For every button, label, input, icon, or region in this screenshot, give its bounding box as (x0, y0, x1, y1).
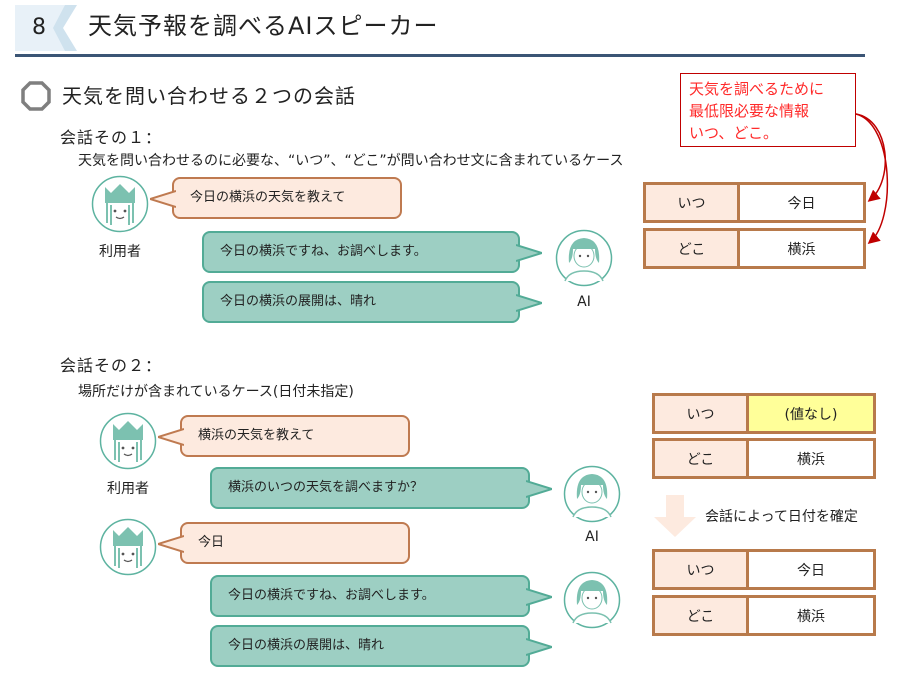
ai-label: AI (577, 294, 591, 310)
arrow-caption: 会話によって日付を確定 (705, 509, 858, 525)
slot-row-when: いつ 今日 (643, 182, 866, 223)
ai-message-bubble: 今日の横浜ですね、お調べします。 (202, 231, 542, 273)
slot-key: いつ (655, 552, 749, 587)
slot-row-when-after: いつ 今日 (652, 549, 876, 590)
slot-value: 今日 (740, 185, 863, 220)
user-label: 利用者 (107, 481, 149, 497)
slot-row-where-after: どこ 横浜 (652, 595, 876, 636)
message-text: 今日の横浜の天気を教えて (190, 190, 346, 205)
slide-number-badge (15, 5, 77, 51)
ai-label: AI (585, 529, 599, 545)
user-avatar (99, 412, 157, 470)
conversation2-subtitle: 場所だけが含まれているケース(日付未指定) (78, 384, 354, 400)
slide-number: 8 (32, 15, 46, 40)
user-message-bubble: 横浜の天気を教えて (158, 415, 410, 457)
note-line: 最低限必要な情報 (689, 102, 810, 120)
user-label: 利用者 (99, 244, 141, 260)
slot-value-empty: (値なし) (749, 396, 873, 431)
slot-value: 今日 (749, 552, 873, 587)
message-text: 今日の横浜ですね、お調べします。 (228, 588, 435, 603)
page-title: 天気予報を調べるAIスピーカー (88, 12, 439, 40)
slot-value: 横浜 (749, 598, 873, 633)
note-line: いつ、どこ。 (689, 124, 778, 142)
ai-avatar (555, 229, 613, 287)
user-message-bubble: 今日 (158, 522, 410, 564)
user-avatar (91, 175, 149, 233)
conversation1-subtitle: 天気を問い合わせるのに必要な、“いつ”、“どこ”が問い合わせ文に含まれているケー… (78, 153, 624, 169)
slot-value: 横浜 (749, 441, 873, 476)
slot-key: いつ (646, 185, 740, 220)
slot-key: どこ (655, 441, 749, 476)
message-text: 今日 (198, 535, 225, 550)
ai-message-bubble: 横浜のいつの天気を調べますか？ (210, 467, 552, 509)
slot-value: 横浜 (740, 231, 863, 266)
ai-message-bubble: 今日の横浜ですね、お調べします。 (210, 575, 552, 617)
slot-row-when-before: いつ (値なし) (652, 393, 876, 434)
ai-message-bubble: 今日の横浜の展開は、晴れ (202, 281, 542, 323)
octagon-icon (21, 81, 51, 111)
slot-key: どこ (646, 231, 740, 266)
message-text: 今日の横浜ですね、お調べします。 (220, 244, 427, 259)
slot-row-where-before: どこ 横浜 (652, 438, 876, 479)
user-message-bubble: 今日の横浜の天気を教えて (150, 177, 402, 219)
ai-message-bubble: 今日の横浜の展開は、晴れ (210, 625, 552, 667)
slot-key: いつ (655, 396, 749, 431)
note-arrows (855, 113, 889, 244)
message-text: 今日の横浜の展開は、晴れ (228, 638, 385, 653)
message-text: 今日の横浜の展開は、晴れ (220, 294, 377, 309)
conversation1-title: 会話その１： (60, 128, 163, 147)
slot-key: どこ (655, 598, 749, 633)
slot-row-where: どこ 横浜 (643, 228, 866, 269)
title-divider (15, 54, 865, 57)
message-text: 横浜の天気を教えて (198, 428, 315, 443)
ai-avatar (563, 465, 621, 523)
ai-avatar (563, 571, 621, 629)
note-line: 天気を調べるために (689, 80, 825, 98)
section-heading: 天気を問い合わせる２つの会話 (62, 84, 356, 108)
conversation2-title: 会話その２： (60, 356, 163, 375)
user-avatar (99, 518, 157, 576)
note-box: 天気を調べるために 最低限必要な情報 いつ、どこ。 (680, 73, 856, 147)
down-arrow-icon (654, 495, 696, 537)
message-text: 横浜のいつの天気を調べますか？ (228, 480, 424, 495)
